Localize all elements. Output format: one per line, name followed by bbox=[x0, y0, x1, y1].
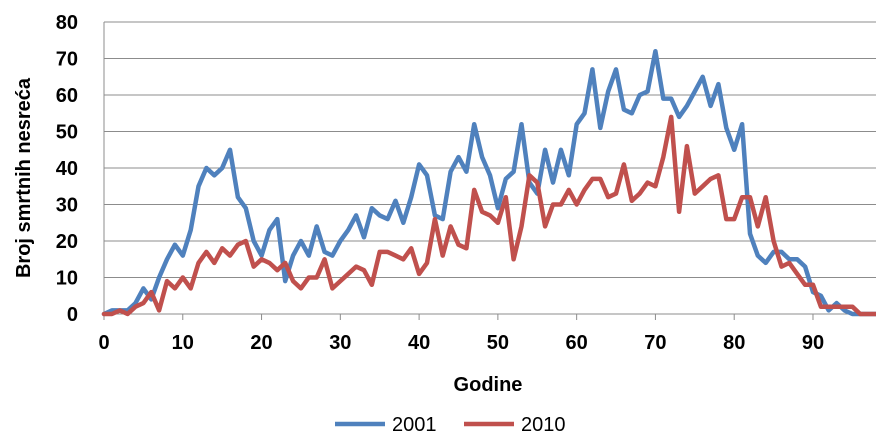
x-tick-label: 50 bbox=[487, 332, 509, 354]
y-tick-label: 60 bbox=[56, 85, 78, 107]
y-tick-label: 10 bbox=[56, 268, 78, 290]
series-line-2001 bbox=[101, 48, 876, 317]
x-tick-label: 10 bbox=[172, 332, 194, 354]
y-tick-label: 80 bbox=[56, 12, 78, 34]
y-axis-label: Broj smrtnih nesreća bbox=[13, 77, 35, 278]
legend-item-2010: 2010 bbox=[464, 414, 566, 436]
y-tick-label: 40 bbox=[56, 158, 78, 180]
x-tick-label: 70 bbox=[644, 332, 666, 354]
x-axis-label: Godine bbox=[454, 374, 523, 396]
gridlines bbox=[104, 21, 876, 278]
y-tick-label: 0 bbox=[67, 304, 78, 326]
legend-item-2001: 2001 bbox=[335, 414, 437, 436]
x-tick-label: 60 bbox=[566, 332, 588, 354]
axes bbox=[103, 22, 876, 320]
y-tick-label: 50 bbox=[56, 122, 78, 144]
x-tick-label: 0 bbox=[98, 332, 109, 354]
x-tick-label: 40 bbox=[408, 332, 430, 354]
series-line-2010 bbox=[101, 114, 876, 317]
y-tick-label: 70 bbox=[56, 49, 78, 71]
x-tick-label: 20 bbox=[250, 332, 272, 354]
series-lines bbox=[101, 48, 876, 317]
tick-labels: 0 10 20 30 40 50 60 70 80 0 10 20 30 40 50 60 70 80 90 bbox=[56, 12, 824, 354]
y-tick-label: 20 bbox=[56, 231, 78, 253]
legend-label: 2001 bbox=[392, 414, 437, 434]
legend-label: 2010 bbox=[521, 414, 566, 434]
x-tick-label: 80 bbox=[723, 332, 745, 354]
legend: 2001 2010 bbox=[335, 414, 566, 436]
x-tick-label: 90 bbox=[802, 332, 824, 354]
x-tick-label: 30 bbox=[329, 332, 351, 354]
y-tick-label: 30 bbox=[56, 195, 78, 217]
